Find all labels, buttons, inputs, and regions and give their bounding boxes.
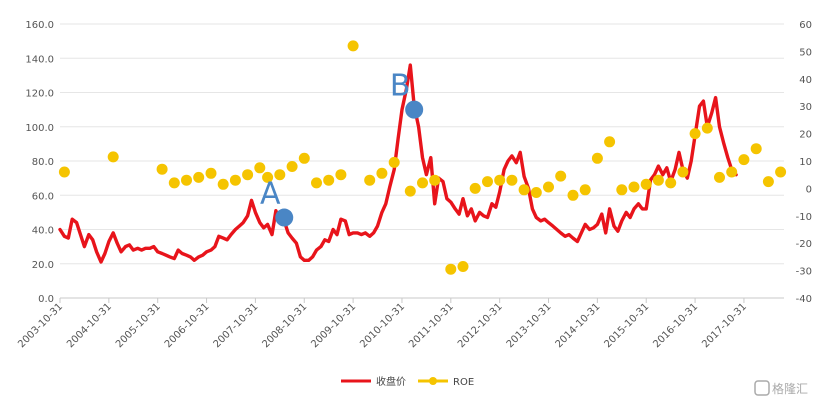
right-tick-label: 50 bbox=[799, 47, 812, 58]
right-tick-label: -30 bbox=[796, 267, 812, 278]
roe-point bbox=[555, 170, 567, 182]
roe-point bbox=[775, 166, 787, 178]
roe-point bbox=[254, 162, 266, 174]
roe-point bbox=[323, 174, 335, 186]
roe-point bbox=[286, 161, 298, 172]
left-tick-label: 20.0 bbox=[32, 260, 54, 271]
left-tick-label: 160.0 bbox=[25, 20, 54, 31]
roe-point bbox=[242, 169, 254, 181]
roe-point bbox=[262, 171, 274, 183]
roe-point bbox=[388, 156, 400, 168]
annotation-point-b bbox=[405, 100, 424, 119]
roe-point bbox=[579, 184, 591, 196]
roe-point bbox=[518, 184, 530, 196]
watermark: 格隆汇 bbox=[754, 380, 808, 396]
roe-point bbox=[591, 152, 603, 164]
roe-point bbox=[168, 177, 180, 189]
right-tick-label: 0 bbox=[806, 184, 812, 195]
legend: 收盘价 ROE bbox=[341, 375, 474, 388]
left-tick-label: 140.0 bbox=[25, 54, 54, 65]
right-tick-label: 40 bbox=[799, 75, 812, 86]
right-tick-label: -20 bbox=[796, 239, 812, 250]
roe-point bbox=[445, 263, 457, 275]
roe-point bbox=[335, 169, 347, 181]
roe-point bbox=[762, 176, 774, 188]
roe-point bbox=[429, 174, 441, 186]
roe-point bbox=[665, 177, 677, 189]
roe-point bbox=[469, 182, 481, 194]
roe-point bbox=[347, 40, 359, 52]
roe-point bbox=[567, 189, 579, 201]
annotation-label-a: A bbox=[260, 177, 281, 212]
roe-point bbox=[274, 169, 286, 181]
left-tick-label: 0.0 bbox=[38, 294, 54, 305]
right-tick-label: 30 bbox=[799, 102, 812, 113]
legend-swatch-roe-dot bbox=[429, 377, 437, 385]
roe-point bbox=[506, 174, 518, 186]
roe-point bbox=[404, 185, 416, 197]
roe-point bbox=[652, 174, 664, 186]
roe-point bbox=[701, 122, 713, 134]
right-tick-label: 10 bbox=[799, 157, 812, 168]
annotation-label-b: B bbox=[390, 69, 411, 104]
roe-point bbox=[205, 167, 217, 179]
right-tick-label: -40 bbox=[796, 294, 812, 305]
roe-point bbox=[530, 187, 542, 198]
roe-point bbox=[738, 154, 750, 166]
close-price-line bbox=[58, 63, 738, 264]
legend-label-close-price: 收盘价 bbox=[376, 375, 406, 388]
left-tick-label: 40.0 bbox=[32, 226, 54, 237]
roe-point bbox=[457, 261, 469, 272]
right-tick-label: 20 bbox=[799, 130, 812, 141]
roe-point bbox=[58, 166, 70, 178]
roe-point bbox=[482, 176, 493, 188]
roe-point bbox=[229, 174, 241, 186]
left-tick-label: 120.0 bbox=[25, 89, 54, 100]
watermark-logo-icon bbox=[754, 380, 770, 396]
annotations: AB bbox=[260, 69, 424, 227]
right-axis-ticks: -40 -30 -20 -10 0 10 20 30 40 50 60 bbox=[796, 20, 812, 305]
roe-point bbox=[689, 128, 701, 140]
left-tick-label: 100.0 bbox=[25, 123, 54, 134]
roe-point bbox=[107, 151, 119, 163]
roe-point bbox=[677, 166, 689, 178]
roe-point bbox=[376, 167, 388, 179]
close-price-series bbox=[58, 63, 738, 264]
roe-point bbox=[494, 174, 506, 186]
left-tick-label: 80.0 bbox=[32, 157, 54, 168]
roe-point bbox=[298, 152, 310, 164]
roe-point bbox=[714, 171, 725, 183]
roe-point bbox=[217, 178, 229, 190]
roe-point bbox=[616, 184, 628, 196]
roe-point bbox=[604, 136, 616, 148]
roe-point bbox=[417, 177, 428, 189]
roe-point bbox=[750, 143, 762, 155]
right-tick-label: -10 bbox=[796, 212, 812, 223]
annotation-point-a bbox=[275, 208, 294, 227]
roe-point bbox=[628, 181, 640, 193]
right-tick-label: 60 bbox=[799, 20, 812, 31]
legend-label-roe: ROE bbox=[453, 377, 474, 388]
left-tick-label: 60.0 bbox=[32, 191, 54, 202]
roe-point bbox=[181, 174, 192, 186]
roe-point bbox=[311, 177, 322, 189]
left-axis-ticks: 0.0 20.0 40.0 60.0 80.0 100.0 120.0 140.0 160.0 bbox=[25, 20, 54, 305]
roe-series bbox=[58, 40, 787, 275]
roe-point bbox=[543, 181, 554, 193]
gridlines bbox=[60, 23, 784, 299]
roe-point bbox=[156, 163, 168, 175]
roe-point bbox=[726, 166, 738, 178]
roe-point bbox=[640, 178, 652, 190]
watermark-text: 格隆汇 bbox=[772, 381, 808, 396]
roe-point bbox=[193, 171, 205, 183]
roe-point bbox=[364, 174, 376, 186]
